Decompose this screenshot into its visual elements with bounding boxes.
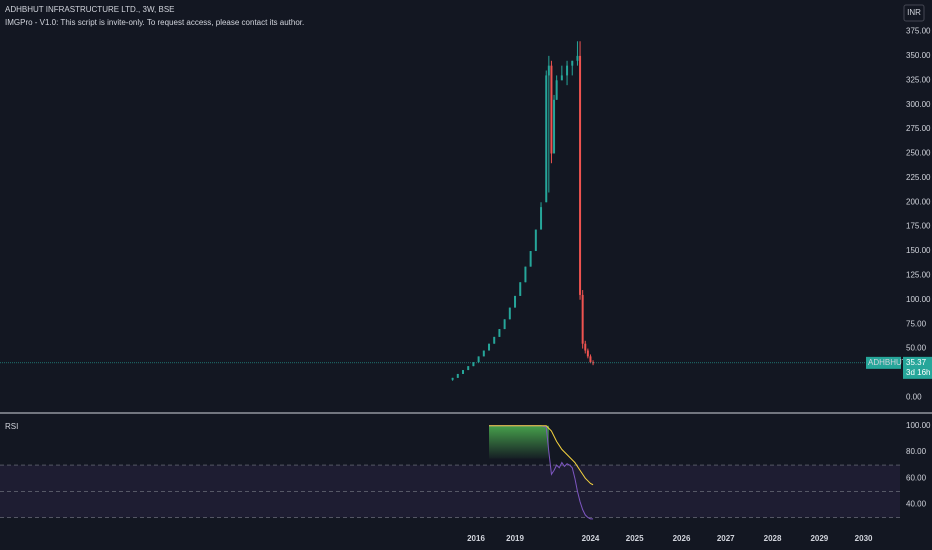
candle-body — [503, 319, 506, 330]
candle-body — [467, 366, 470, 371]
candle-body — [488, 343, 491, 351]
y-tick-label: 375.00 — [906, 27, 931, 36]
rsi-line — [489, 425, 594, 486]
candle-body — [493, 336, 496, 344]
candle-body — [547, 65, 550, 76]
y-tick-label: 80.00 — [906, 447, 927, 456]
x-tick-label: 2030 — [855, 534, 873, 543]
candle-body — [553, 99, 556, 154]
currency-button[interactable] — [903, 4, 925, 22]
y-tick-label: 325.00 — [906, 75, 931, 84]
y-tick-label: 60.00 — [906, 473, 927, 482]
overbought-fill — [489, 425, 549, 459]
y-tick-label: 200.00 — [906, 197, 931, 206]
y-tick-label: 100.00 — [906, 421, 931, 430]
candle-body — [508, 307, 511, 320]
x-tick-label: 2026 — [673, 534, 691, 543]
x-tick-label: 2025 — [626, 534, 644, 543]
y-tick-label: 100.00 — [906, 295, 931, 304]
candle-body — [519, 282, 522, 296]
countdown-label: 3d 16h — [906, 368, 930, 377]
candle-body — [584, 343, 587, 351]
candle-body — [589, 356, 592, 363]
candle-body — [462, 370, 465, 374]
candle-body — [514, 295, 517, 308]
y-tick-label: 0.00 — [906, 392, 922, 401]
price-box — [903, 356, 932, 379]
y-tick-label: 275.00 — [906, 124, 931, 133]
candle-body — [477, 356, 480, 363]
currency[interactable]: INR — [907, 8, 921, 17]
candle-body — [498, 329, 501, 337]
candle-body — [592, 362, 595, 364]
x-tick-label: 2019 — [506, 534, 524, 543]
y-tick-label: 250.00 — [906, 149, 931, 158]
y-tick-label: 150.00 — [906, 246, 931, 255]
candle-body — [566, 65, 569, 76]
last-price-label: 35.37 — [906, 358, 927, 367]
symbol-label: ADHBHUTIN — [868, 358, 915, 367]
rsi-title: RSI — [5, 422, 18, 431]
y-tick-label: 175.00 — [906, 222, 931, 231]
candle-body — [555, 80, 558, 100]
x-tick-label: 2024 — [582, 534, 600, 543]
candle-body — [550, 65, 553, 154]
chart-subtitle: IMGPro - V1.0: This script is invite-onl… — [5, 18, 304, 27]
candle-body — [571, 60, 574, 66]
candle-body — [529, 251, 532, 267]
candle-body — [576, 55, 579, 61]
y-tick-label: 75.00 — [906, 319, 927, 328]
chart-title: ADHBHUT INFRASTRUCTURE LTD., 3W, BSE — [5, 5, 175, 14]
x-tick-label: 2027 — [717, 534, 735, 543]
candle-body — [451, 377, 454, 380]
candle-body — [534, 229, 537, 252]
candle-body — [586, 350, 589, 357]
y-tick-label: 125.00 — [906, 271, 931, 280]
candle-body — [545, 75, 548, 203]
candle-body — [472, 362, 475, 367]
y-tick-label: 350.00 — [906, 51, 931, 60]
candle-body — [456, 373, 459, 378]
y-tick-label: 300.00 — [906, 100, 931, 109]
candle-body — [540, 207, 543, 230]
candle-body — [482, 350, 485, 357]
symbol-box — [866, 356, 901, 369]
x-tick-label: 2028 — [764, 534, 782, 543]
y-tick-label: 225.00 — [906, 173, 931, 182]
x-tick-label: 2016 — [467, 534, 485, 543]
candle-body — [560, 75, 563, 81]
y-tick-label: 50.00 — [906, 344, 927, 353]
candle-body — [579, 55, 582, 295]
x-tick-label: 2029 — [810, 534, 828, 543]
y-tick-label: 40.00 — [906, 500, 927, 509]
candle-body — [581, 294, 584, 344]
candle-body — [524, 266, 527, 283]
